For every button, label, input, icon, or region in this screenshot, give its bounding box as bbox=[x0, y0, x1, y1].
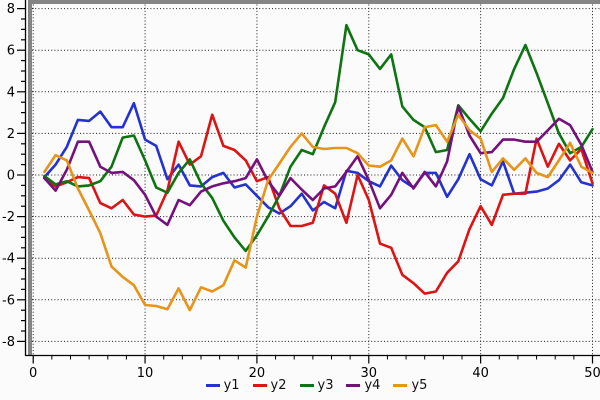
y-tick-label: -8 bbox=[2, 335, 15, 350]
y-tick-label: 2 bbox=[7, 127, 15, 142]
plot-border-top bbox=[28, 0, 600, 4]
legend-label: y3 bbox=[317, 378, 334, 393]
y-tick-label: 0 bbox=[7, 169, 15, 184]
legend-label: y4 bbox=[364, 378, 381, 393]
x-tick-label: 0 bbox=[29, 366, 37, 381]
y-tick-label: 6 bbox=[7, 44, 15, 59]
y-tick-label: -2 bbox=[2, 210, 15, 225]
plot-border-left bbox=[28, 0, 32, 355]
x-tick-label: 40 bbox=[472, 366, 489, 381]
legend-label: y2 bbox=[270, 378, 287, 393]
x-tick-label: 30 bbox=[361, 366, 378, 381]
x-tick-label: 20 bbox=[249, 366, 266, 381]
chart-legend: y1 y2 y3 y4 y5 bbox=[33, 378, 600, 393]
legend-item-y2: y2 bbox=[252, 378, 287, 393]
legend-item-y3: y3 bbox=[299, 378, 334, 393]
legend-label: y1 bbox=[223, 378, 240, 393]
legend-swatch-y4 bbox=[346, 384, 361, 387]
legend-item-y4: y4 bbox=[346, 378, 380, 393]
legend-swatch-y3 bbox=[299, 384, 314, 387]
y-tick-label: 4 bbox=[7, 85, 15, 100]
series-line-y1 bbox=[43, 101, 594, 215]
x-tick-label: 50 bbox=[584, 366, 600, 381]
legend-swatch-y2 bbox=[252, 384, 267, 387]
legend-label: y5 bbox=[411, 378, 428, 393]
legend-item-y1: y1 bbox=[205, 378, 240, 393]
legend-item-y5: y5 bbox=[393, 378, 427, 393]
y-tick-label: -6 bbox=[2, 293, 15, 308]
series-line-y3 bbox=[43, 23, 594, 253]
x-tick-label: 10 bbox=[137, 366, 154, 381]
legend-swatch-y5 bbox=[393, 384, 408, 387]
series-line-y2 bbox=[43, 113, 594, 295]
legend-swatch-y1 bbox=[205, 384, 220, 387]
y-tick-label: 8 bbox=[7, 2, 15, 17]
y-tick-label: -4 bbox=[2, 252, 15, 267]
series-line-y5 bbox=[43, 113, 594, 312]
series-line-y4 bbox=[43, 105, 594, 227]
